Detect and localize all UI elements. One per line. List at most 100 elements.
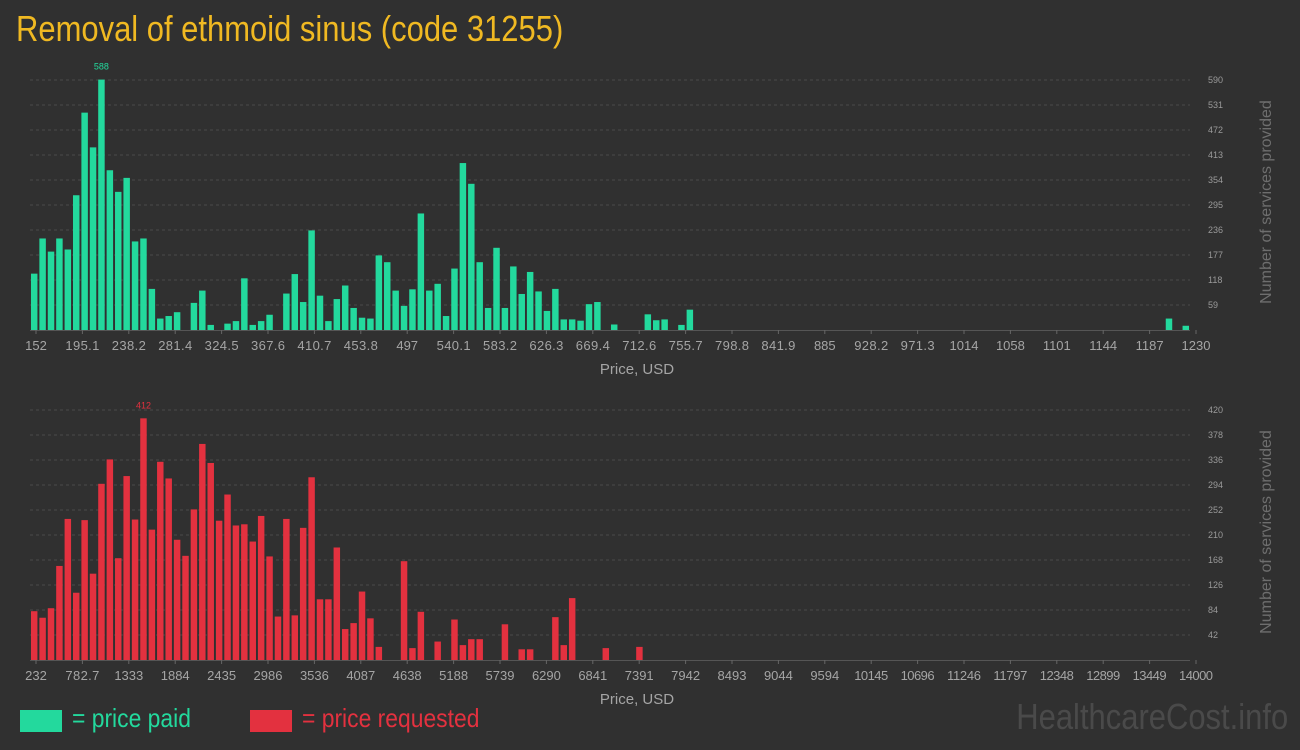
bar-requested bbox=[274, 616, 282, 660]
bar-paid bbox=[501, 307, 509, 330]
bar-paid bbox=[543, 310, 551, 330]
x-tick-label-requested: 11246 bbox=[947, 668, 981, 683]
y-tick-label-requested: 336 bbox=[1208, 455, 1223, 465]
bar-paid bbox=[367, 318, 374, 330]
bar-requested bbox=[131, 519, 139, 660]
bar-paid bbox=[392, 290, 399, 330]
bar-requested bbox=[56, 565, 63, 660]
bar-requested bbox=[526, 649, 534, 660]
x-tick-label-requested: 2986 bbox=[254, 668, 283, 683]
bar-paid bbox=[442, 316, 450, 330]
bar-requested bbox=[241, 524, 248, 660]
bar-paid bbox=[434, 283, 441, 330]
bar-requested bbox=[115, 558, 122, 660]
bar-paid bbox=[173, 312, 181, 330]
x-tick-label-requested: 7942 bbox=[671, 668, 700, 683]
x-tick-label-requested: 10145 bbox=[854, 668, 888, 683]
x-tick-label-paid: 152 bbox=[25, 338, 47, 353]
bar-requested bbox=[64, 518, 72, 660]
bar-requested bbox=[224, 494, 231, 660]
bar-requested bbox=[47, 608, 55, 660]
bar-paid bbox=[81, 112, 88, 330]
y-tick-label-paid: 236 bbox=[1208, 225, 1223, 235]
bar-paid bbox=[526, 271, 534, 330]
bar-requested bbox=[123, 476, 130, 660]
bar-paid bbox=[426, 290, 433, 330]
x-tick-label-paid: 928.2 bbox=[854, 338, 888, 353]
bar-requested bbox=[409, 648, 416, 660]
x-tick-label-requested: 12899 bbox=[1086, 668, 1120, 683]
x-tick-label-requested: 14000 bbox=[1179, 668, 1213, 683]
bar-paid bbox=[493, 247, 500, 330]
bar-paid bbox=[73, 195, 80, 330]
bar-paid bbox=[350, 307, 357, 330]
legend-swatch-paid bbox=[20, 710, 62, 732]
bar-requested bbox=[190, 509, 198, 660]
bar-paid bbox=[686, 309, 694, 330]
bar-requested bbox=[30, 611, 38, 660]
bar-paid bbox=[325, 321, 332, 330]
bar-requested bbox=[308, 477, 315, 660]
bar-requested bbox=[157, 461, 164, 660]
bar-paid bbox=[535, 291, 542, 330]
bar-requested bbox=[266, 556, 273, 660]
bar-requested bbox=[249, 541, 256, 660]
bar-requested bbox=[173, 539, 181, 660]
bar-paid bbox=[39, 238, 46, 330]
y-tick-label-requested: 126 bbox=[1208, 580, 1223, 590]
max-value-label-requested: 412 bbox=[136, 400, 151, 410]
bar-requested bbox=[400, 561, 408, 660]
bar-paid bbox=[384, 262, 391, 330]
bar-requested bbox=[518, 649, 525, 660]
bar-requested bbox=[299, 527, 307, 660]
bar-requested bbox=[367, 618, 374, 660]
bar-requested bbox=[468, 639, 475, 660]
x-tick-label-paid: 1230 bbox=[1182, 338, 1211, 353]
y-tick-label-paid: 177 bbox=[1208, 250, 1223, 260]
y-tick-label-paid: 413 bbox=[1208, 150, 1223, 160]
bar-paid bbox=[653, 320, 660, 330]
x-tick-label-requested: 12348 bbox=[1040, 668, 1074, 683]
bar-paid bbox=[585, 304, 593, 330]
x-tick-label-requested: 9044 bbox=[764, 668, 793, 683]
x-tick-label-paid: 195.1 bbox=[65, 338, 99, 353]
bar-paid bbox=[140, 238, 147, 330]
bar-paid bbox=[199, 290, 206, 330]
bar-paid bbox=[30, 273, 38, 330]
bar-requested bbox=[232, 525, 240, 660]
bar-paid bbox=[333, 299, 341, 330]
bar-paid bbox=[552, 288, 559, 330]
bar-paid bbox=[661, 319, 668, 330]
bar-paid bbox=[291, 274, 299, 330]
bar-requested bbox=[182, 555, 189, 660]
y-tick-label-paid: 531 bbox=[1208, 100, 1223, 110]
x-tick-label-requested: 6290 bbox=[532, 668, 561, 683]
x-tick-label-paid: 324.5 bbox=[205, 338, 239, 353]
bar-paid bbox=[308, 230, 315, 330]
x-tick-label-paid: 238.2 bbox=[112, 338, 146, 353]
x-tick-label-paid: 497 bbox=[396, 338, 418, 353]
y-tick-label-paid: 118 bbox=[1208, 275, 1222, 285]
bar-paid bbox=[316, 295, 324, 330]
bar-paid bbox=[476, 262, 483, 330]
y-axis-label-requested: Number of services provided bbox=[1258, 430, 1275, 634]
bar-paid bbox=[518, 293, 525, 330]
bar-paid bbox=[89, 147, 97, 330]
y-tick-label-requested: 420 bbox=[1208, 405, 1223, 415]
x-tick-label-requested: 5188 bbox=[439, 668, 468, 683]
x-axis-label-requested: Price, USD bbox=[600, 691, 674, 708]
bar-requested bbox=[316, 599, 324, 660]
bar-requested bbox=[148, 529, 156, 660]
bar-paid bbox=[560, 319, 567, 330]
bar-paid bbox=[165, 316, 172, 330]
bar-paid bbox=[207, 324, 214, 330]
x-tick-label-paid: 540.1 bbox=[437, 338, 471, 353]
bar-paid bbox=[358, 317, 366, 330]
bar-paid bbox=[568, 319, 576, 330]
bar-paid bbox=[1165, 318, 1173, 330]
y-tick-label-requested: 252 bbox=[1208, 505, 1223, 515]
bar-paid bbox=[459, 163, 467, 330]
bar-paid bbox=[56, 238, 63, 330]
x-tick-label-requested: 1884 bbox=[161, 668, 190, 683]
x-tick-label-paid: 669.4 bbox=[576, 338, 610, 353]
